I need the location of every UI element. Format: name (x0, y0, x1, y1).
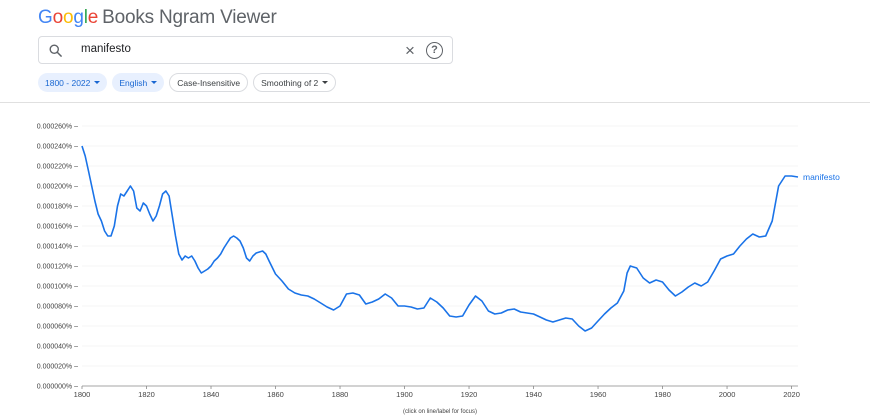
smoothing-label: Smoothing of 2 (261, 77, 319, 88)
help-icon[interactable]: ? (426, 42, 443, 59)
y-tick-label: 0.000180% – (37, 204, 78, 211)
chart-grid (82, 125, 798, 387)
x-tick-label: 1820 (138, 390, 155, 399)
logo-letter-e: e (87, 7, 99, 28)
caret-down-icon (94, 81, 101, 84)
year-range-label: 1800 - 2022 (45, 77, 91, 88)
x-tick-label: 1800 (74, 390, 91, 399)
google-books-ngram-logo[interactable]: Google Books Ngram Viewer (38, 7, 277, 29)
x-tick-label: 1940 (525, 390, 542, 399)
filter-chips: 1800 - 2022 English Case-Insensitive Smo… (38, 73, 337, 92)
x-tick-label: 2000 (719, 390, 736, 399)
x-tick-label: 1840 (203, 390, 220, 399)
x-tick-label: 1980 (654, 390, 671, 399)
chart-series[interactable]: manifesto (81, 145, 840, 332)
y-tick-label: 0.000100% – (37, 284, 78, 291)
x-tick-label: 2020 (783, 390, 800, 399)
y-tick-label: 0.000160% – (37, 224, 78, 231)
y-tick-label: 0.000000% – (37, 384, 78, 391)
x-tick-label: 1880 (332, 390, 349, 399)
logo-letter-o2: o (62, 7, 74, 28)
app-title: Books Ngram Viewer (102, 7, 277, 28)
corpus-label: English (119, 77, 148, 88)
x-tick-label: 1860 (267, 390, 284, 399)
search-box[interactable]: manifesto × ? (38, 36, 453, 64)
year-range-dropdown[interactable]: 1800 - 2022 (38, 73, 108, 92)
y-tick-label: 0.000200% – (37, 184, 78, 191)
x-tick-label: 1960 (590, 390, 607, 399)
search-icon[interactable] (48, 43, 63, 58)
ngram-chart[interactable]: 0.000000% – 0.000020% – 0.000040% – 0.00006… (0, 110, 870, 419)
logo-letter-o1: o (52, 7, 64, 28)
y-tick-label: 0.000140% – (37, 244, 78, 251)
search-input[interactable]: manifesto (81, 43, 131, 55)
case-label: Case-Insensitive (177, 77, 241, 88)
logo-letter-g2: g (73, 7, 84, 28)
chart-footnote: (click on line/label for focus) (403, 409, 477, 415)
caret-down-icon (151, 81, 158, 84)
corpus-dropdown[interactable]: English (112, 73, 165, 92)
y-tick-label: 0.000040% – (37, 344, 78, 351)
smoothing-dropdown[interactable]: Smoothing of 2 (253, 73, 337, 92)
y-tick-label: 0.000220% – (37, 164, 78, 171)
logo-letter-g: G (38, 7, 53, 28)
logo-letter-l: l (83, 7, 88, 28)
series-line-manifesto[interactable] (81, 145, 799, 332)
x-tick-label: 1900 (396, 390, 413, 399)
header-divider (0, 102, 870, 103)
y-axis-ticks: 0.000000% – 0.000020% – 0.000040% – 0.00006… (37, 124, 78, 391)
x-axis-ticks: 1800 1820 1840 1860 1880 1900 1920 1940 1960 1980… (74, 386, 800, 399)
y-tick-label: 0.000120% – (37, 264, 78, 271)
series-label-manifesto[interactable]: manifesto (803, 172, 840, 182)
case-insensitive-toggle[interactable]: Case-Insensitive (169, 73, 249, 92)
y-tick-label: 0.000260% – (37, 124, 78, 131)
y-tick-label: 0.000080% – (37, 304, 78, 311)
caret-down-icon (322, 81, 329, 84)
close-icon[interactable]: × (405, 41, 415, 60)
y-tick-label: 0.000060% – (37, 324, 78, 331)
y-tick-label: 0.000240% – (37, 144, 78, 151)
y-tick-label: 0.000020% – (37, 364, 78, 371)
x-tick-label: 1920 (461, 390, 478, 399)
